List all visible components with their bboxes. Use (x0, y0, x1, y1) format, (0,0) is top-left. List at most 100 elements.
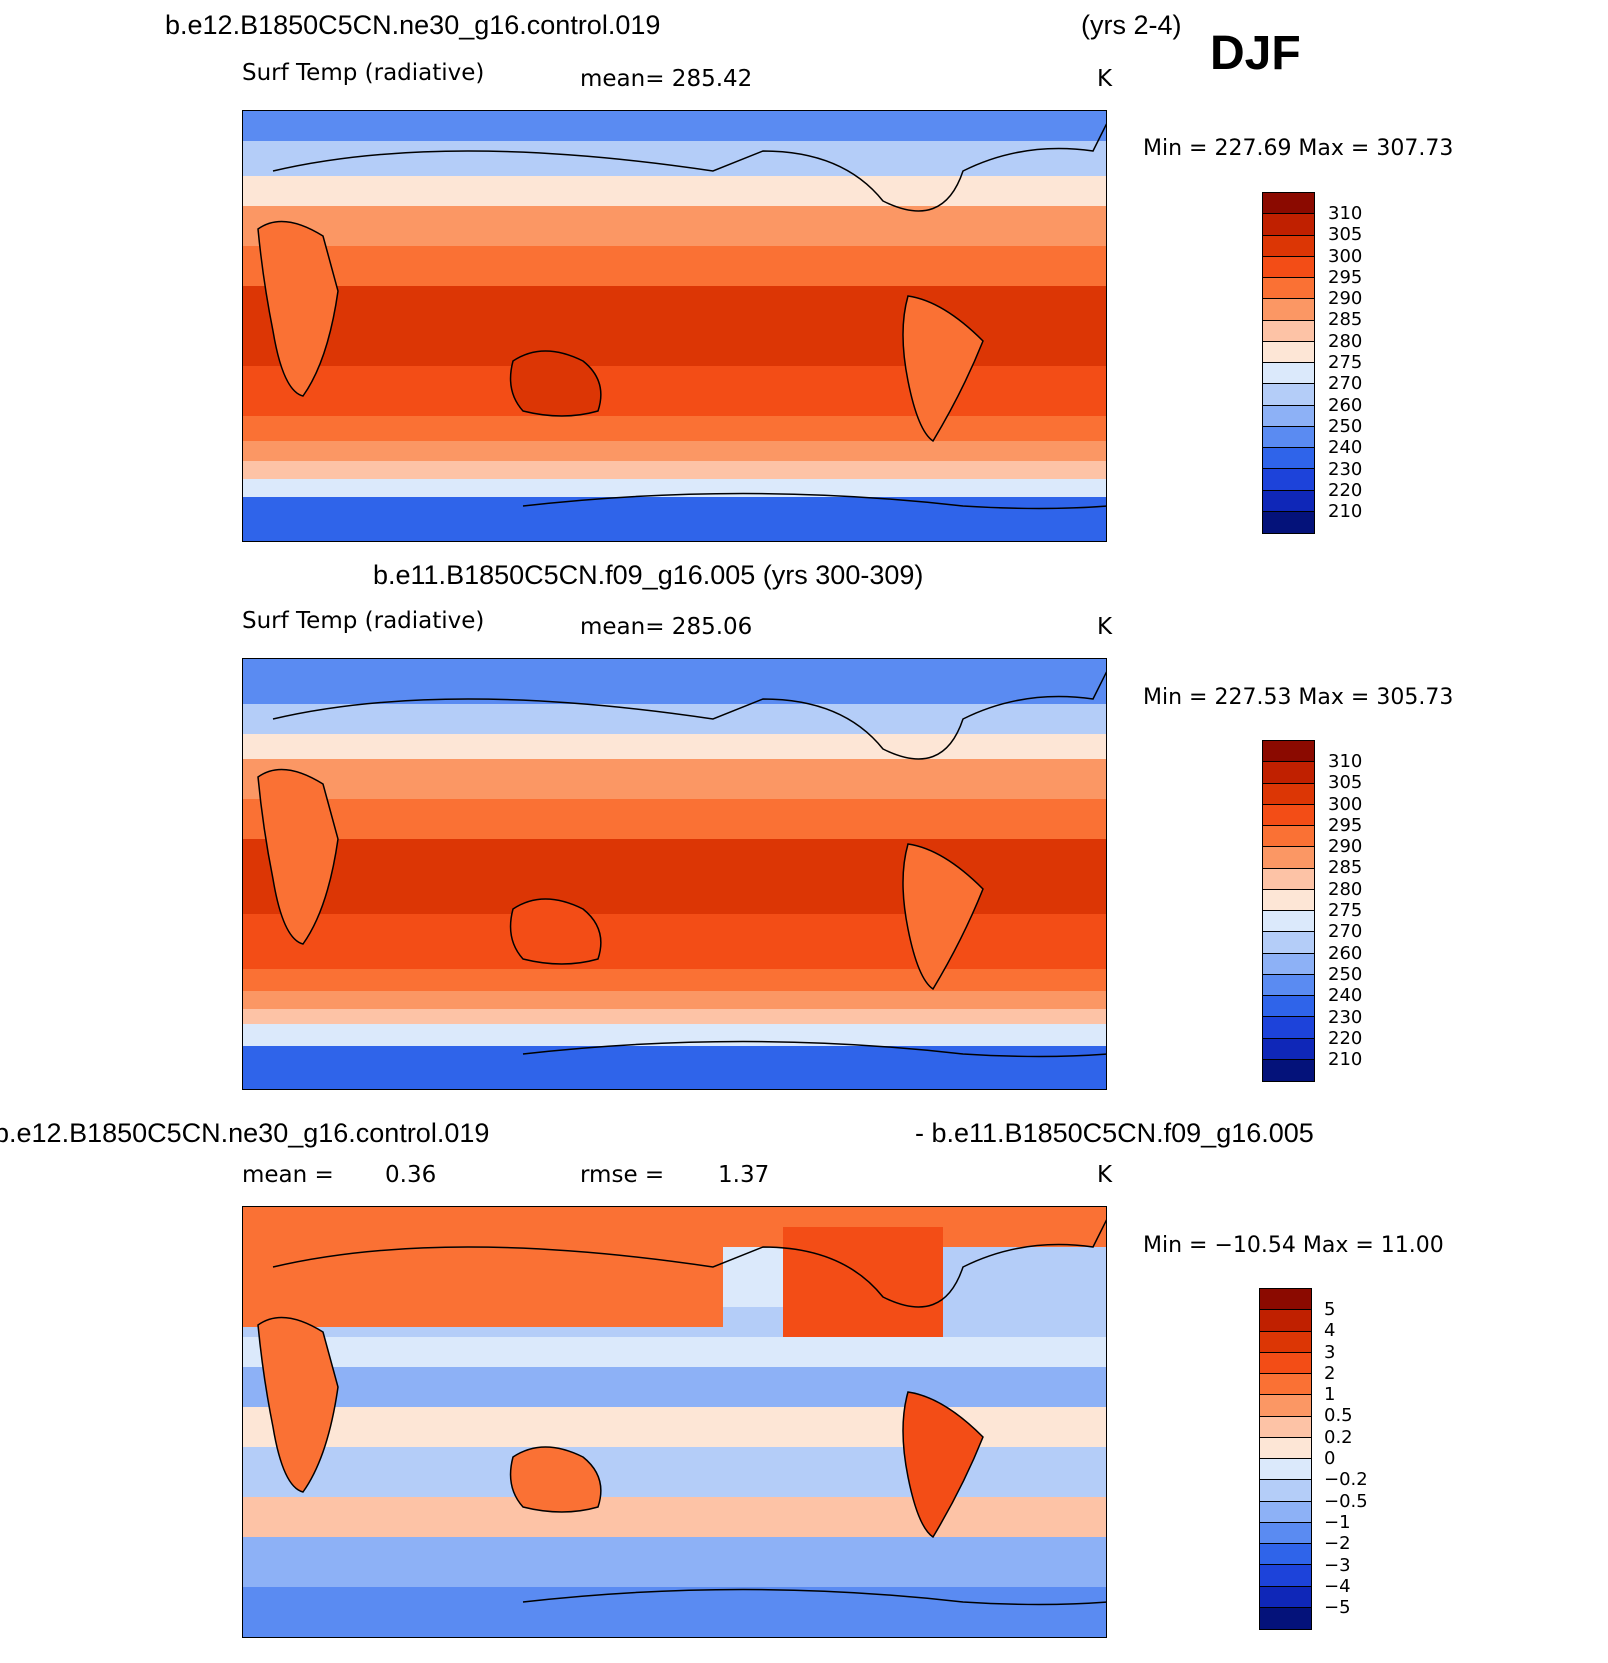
panel3-units: K (1097, 1162, 1113, 1188)
colorbar-tick-label: −2 (1324, 1533, 1351, 1555)
colorbar-cell (1263, 804, 1314, 826)
colorbar-tick-label: 290 (1328, 288, 1363, 310)
colorbar-tick-label: 240 (1328, 985, 1363, 1007)
colorbar-cell (1263, 953, 1314, 975)
colorbar-cell (1263, 783, 1314, 805)
panel2-temperature-field (243, 659, 1106, 1089)
panel3-colorbar-labels: 5 4 3 2 1 0.5 0.2 0 −0.2 −0.5 −1 −2 −3 −4 −5 (1324, 1299, 1368, 1618)
colorbar-tick-label: 275 (1328, 352, 1363, 374)
colorbar-cell (1263, 299, 1314, 321)
colorbar-cell (1263, 511, 1314, 533)
colorbar-tick-label: 220 (1328, 479, 1363, 501)
colorbar-tick-label: 290 (1328, 836, 1363, 858)
colorbar-cell (1263, 741, 1314, 763)
continent-outline-5 (522, 1588, 1106, 1606)
panel3-colorbar (1259, 1288, 1312, 1630)
colorbar-tick-label: 260 (1328, 394, 1363, 416)
panel2-units: K (1097, 614, 1113, 640)
colorbar-tick-label: 270 (1328, 373, 1363, 395)
colorbar-tick-label: 295 (1328, 814, 1363, 836)
panel2-mean: mean= 285.06 (580, 614, 753, 640)
colorbar-tick-label: 305 (1328, 224, 1363, 246)
continent-outline-2 (509, 1446, 602, 1513)
colorbar-cell (1263, 1017, 1314, 1039)
panel3-title-left: b.e12.B1850C5CN.ne30_g16.control.019 (0, 1118, 490, 1148)
colorbar-tick-label: 4 (1324, 1320, 1336, 1342)
colorbar-cell (1263, 469, 1314, 491)
colorbar-cell (1260, 1416, 1311, 1438)
continent-outline-4 (272, 1219, 1106, 1308)
colorbar-cell (1263, 889, 1314, 911)
colorbar-tick-label: −5 (1324, 1597, 1351, 1619)
continent-outline-3 (902, 1391, 984, 1539)
colorbar-cell (1263, 214, 1314, 236)
colorbar-cell (1260, 1607, 1311, 1629)
panel1-map (242, 110, 1107, 542)
case-years: (yrs 2-4) (1081, 10, 1182, 40)
colorbar-tick-label: 3 (1324, 1341, 1336, 1363)
panel1-units: K (1097, 66, 1113, 92)
colorbar-tick-label: 275 (1328, 900, 1363, 922)
panel2-map (242, 658, 1107, 1090)
colorbar-tick-label: 285 (1328, 857, 1363, 879)
colorbar-tick-label: 0 (1324, 1448, 1336, 1470)
colorbar-cell (1263, 1059, 1314, 1081)
panel1-mean: mean= 285.42 (580, 66, 753, 92)
colorbar-cell (1263, 320, 1314, 342)
colorbar-tick-label: 270 (1328, 921, 1363, 943)
colorbar-cell (1260, 1522, 1311, 1544)
colorbar-cell (1263, 448, 1314, 470)
colorbar-cell (1260, 1289, 1311, 1311)
colorbar-tick-label: 260 (1328, 942, 1363, 964)
case-title: b.e12.B1850C5CN.ne30_g16.control.019 (165, 10, 661, 40)
colorbar-tick-label: 295 (1328, 266, 1363, 288)
continent-outline-4 (272, 671, 1106, 760)
panel3-mean-value: 0.36 (385, 1162, 437, 1188)
colorbar-cell (1260, 1331, 1311, 1353)
colorbar-tick-label: −4 (1324, 1575, 1351, 1597)
colorbar-tick-label: −3 (1324, 1554, 1351, 1576)
panel1-minmax: Min = 227.69 Max = 307.73 (1143, 136, 1454, 161)
colorbar-cell (1263, 405, 1314, 427)
colorbar-tick-label: 310 (1328, 203, 1363, 224)
panel2-title: b.e11.B1850C5CN.f09_g16.005 (yrs 300-309… (373, 560, 924, 590)
colorbar-cell (1263, 193, 1314, 215)
colorbar-tick-label: 210 (1328, 501, 1363, 523)
colorbar-cell (1260, 1501, 1311, 1523)
colorbar-cell (1263, 932, 1314, 954)
colorbar-cell (1260, 1374, 1311, 1396)
panel1-temperature-field (243, 111, 1106, 541)
panel1-variable: Surf Temp (radiative) (242, 60, 485, 86)
panel2-variable: Surf Temp (radiative) (242, 608, 485, 634)
colorbar-tick-label: 1 (1324, 1384, 1336, 1406)
panel3-map (242, 1206, 1107, 1638)
panel1-colorbar-labels: 310 305 300 295 290 285 280 275 270 260 250 240 230 2… (1328, 203, 1362, 522)
colorbar-tick-label: 5 (1324, 1299, 1336, 1320)
colorbar-cell (1263, 341, 1314, 363)
colorbar-tick-label: 310 (1328, 751, 1363, 772)
colorbar-cell (1263, 868, 1314, 890)
colorbar-tick-label: 300 (1328, 245, 1363, 267)
continent-outline-5 (522, 492, 1106, 510)
colorbar-cell (1263, 384, 1314, 406)
colorbar-cell (1263, 974, 1314, 996)
colorbar-cell (1260, 1437, 1311, 1459)
continent-outline-1 (257, 768, 339, 945)
continent-outline-5 (522, 1040, 1106, 1058)
panel3-minmax: Min = −10.54 Max = 11.00 (1143, 1233, 1444, 1258)
colorbar-cell (1263, 256, 1314, 278)
colorbar-tick-label: 0.5 (1324, 1405, 1353, 1427)
colorbar-cell (1263, 996, 1314, 1018)
colorbar-cell (1260, 1459, 1311, 1481)
colorbar-tick-label: 300 (1328, 793, 1363, 815)
colorbar-cell (1263, 235, 1314, 257)
colorbar-cell (1260, 1565, 1311, 1587)
panel3-rmse-label: rmse = (580, 1162, 665, 1188)
colorbar-cell (1260, 1352, 1311, 1374)
colorbar-cell (1260, 1480, 1311, 1502)
colorbar-tick-label: 250 (1328, 963, 1363, 985)
colorbar-tick-label: 0.2 (1324, 1426, 1353, 1448)
colorbar-tick-label: 280 (1328, 330, 1363, 352)
season-label: DJF (1210, 27, 1301, 80)
continent-outline-2 (509, 898, 602, 965)
